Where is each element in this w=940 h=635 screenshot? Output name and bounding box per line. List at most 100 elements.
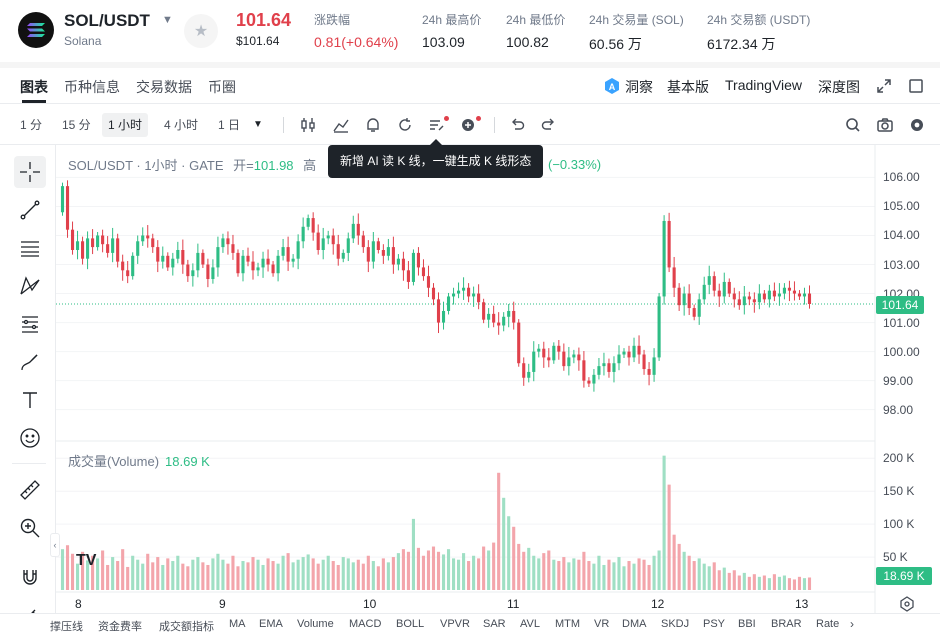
time-axis-label: 8 bbox=[75, 597, 82, 611]
candle-body bbox=[176, 250, 180, 259]
volume-bar bbox=[612, 562, 616, 590]
volume-bar bbox=[216, 553, 220, 590]
indicator-0[interactable]: 撑压线 bbox=[50, 621, 83, 633]
redo-icon[interactable] bbox=[539, 115, 559, 135]
pattern-tool-icon[interactable] bbox=[14, 270, 46, 302]
volume-bar bbox=[707, 566, 711, 590]
volume-bar bbox=[557, 561, 561, 590]
candle-body bbox=[121, 261, 125, 271]
indicators-icon[interactable] bbox=[331, 115, 351, 135]
indicator-5[interactable]: Volume bbox=[297, 618, 334, 630]
tab-depth[interactable]: 深度图 bbox=[818, 79, 860, 95]
emoji-tool-icon[interactable] bbox=[14, 422, 46, 454]
undo-icon[interactable] bbox=[507, 115, 527, 135]
indicator-16[interactable]: BBI bbox=[738, 618, 756, 630]
symbol-dropdown-icon[interactable]: ▼ bbox=[162, 14, 173, 26]
indicator-more-icon[interactable]: › bbox=[850, 617, 854, 631]
interval-dropdown-icon[interactable]: ▼ bbox=[253, 119, 263, 130]
indicator-18[interactable]: Rate bbox=[816, 618, 840, 630]
add-indicator-icon[interactable] bbox=[459, 115, 481, 135]
indicator-13[interactable]: DMA bbox=[622, 618, 647, 630]
candle-body bbox=[366, 247, 370, 262]
volume-bar bbox=[441, 554, 446, 590]
tab-basic[interactable]: 基本版 bbox=[667, 79, 709, 95]
trend-line-tool-icon[interactable] bbox=[14, 194, 46, 226]
tab-insight[interactable]: 洞察 bbox=[625, 79, 653, 95]
collapse-sidebar-icon[interactable]: ‹ bbox=[50, 533, 60, 557]
window-icon[interactable] bbox=[908, 78, 924, 94]
candle-body bbox=[497, 322, 501, 326]
indicator-6[interactable]: MACD bbox=[349, 618, 382, 630]
magnet-tool-icon[interactable] bbox=[14, 562, 46, 594]
tab-chart[interactable]: 图表 bbox=[20, 79, 48, 95]
candle-body bbox=[131, 255, 135, 277]
ticker-header: SOL/USDT ▼ Solana ★ 101.64 $101.64 涨跌幅 0… bbox=[0, 0, 940, 62]
replay-icon[interactable] bbox=[395, 115, 415, 135]
favorite-star-icon[interactable]: ★ bbox=[184, 14, 218, 48]
indicator-8[interactable]: VPVR bbox=[440, 618, 470, 630]
crosshair-tool-icon[interactable] bbox=[14, 156, 46, 188]
tab-coin-info[interactable]: 币种信息 bbox=[64, 79, 120, 95]
ruler-tool-icon[interactable] bbox=[14, 474, 46, 506]
indicator-9[interactable]: SAR bbox=[483, 618, 506, 630]
expand-icon[interactable] bbox=[876, 78, 892, 94]
indicator-2[interactable]: 成交额指标 bbox=[159, 621, 214, 633]
interval-15m[interactable]: 15 分 bbox=[62, 118, 91, 132]
volume-bar bbox=[306, 554, 310, 590]
fib-tool-icon[interactable] bbox=[14, 308, 46, 340]
interval-1m[interactable]: 1 分 bbox=[20, 118, 43, 132]
brush-tool-icon[interactable] bbox=[14, 346, 46, 378]
volume-bar bbox=[722, 567, 726, 590]
indicator-4[interactable]: EMA bbox=[259, 618, 283, 630]
tab-community[interactable]: 币圈 bbox=[208, 79, 236, 95]
symbol-title[interactable]: SOL/USDT bbox=[64, 11, 150, 30]
indicator-7[interactable]: BOLL bbox=[396, 618, 425, 630]
indicator-3[interactable]: MA bbox=[229, 618, 246, 630]
time-axis-settings-icon[interactable] bbox=[899, 596, 915, 612]
coin-name: Solana bbox=[64, 34, 102, 48]
interval-4h[interactable]: 4 小时 bbox=[164, 118, 199, 132]
candle-body bbox=[522, 363, 526, 378]
candle-body bbox=[346, 238, 350, 253]
stat-change: 涨跌幅 0.81(+0.64%) bbox=[314, 11, 398, 50]
indicator-17[interactable]: BRAR bbox=[771, 618, 802, 630]
settings-icon[interactable] bbox=[907, 115, 927, 135]
indicator-12[interactable]: VR bbox=[594, 618, 610, 630]
horizontal-lines-tool-icon[interactable] bbox=[14, 232, 46, 264]
volume-bar bbox=[517, 543, 521, 590]
volume-bar bbox=[532, 555, 536, 590]
zoom-in-tool-icon[interactable] bbox=[14, 512, 46, 544]
search-icon[interactable] bbox=[843, 115, 863, 135]
text-tool-icon[interactable] bbox=[14, 384, 46, 416]
indicator-1[interactable]: 资金费率 bbox=[98, 621, 142, 633]
price-axis-label: 98.00 bbox=[883, 402, 914, 417]
candle-body bbox=[542, 348, 546, 358]
tab-trade-data[interactable]: 交易数据 bbox=[136, 79, 192, 95]
volume-bar bbox=[361, 563, 365, 590]
candle-body bbox=[517, 322, 521, 364]
drawing-tools-sidebar bbox=[0, 145, 56, 635]
indicator-14[interactable]: SKDJ bbox=[661, 618, 690, 630]
indicator-11[interactable]: MTM bbox=[555, 618, 581, 630]
indicator-15[interactable]: PSY bbox=[703, 618, 726, 630]
candle-body bbox=[286, 247, 290, 262]
volume-bar bbox=[226, 563, 230, 590]
candle-body bbox=[717, 290, 721, 297]
candle-body bbox=[677, 287, 681, 306]
insight-icon[interactable]: A bbox=[603, 77, 621, 95]
candle-body bbox=[792, 290, 797, 294]
volume-bar bbox=[106, 564, 110, 590]
candle-body bbox=[592, 374, 596, 384]
tab-tradingview[interactable]: TradingView bbox=[725, 77, 803, 93]
interval-1d[interactable]: 1 日 bbox=[218, 118, 241, 132]
ai-pattern-icon[interactable] bbox=[427, 115, 449, 135]
alert-icon[interactable] bbox=[363, 115, 383, 135]
candle-body bbox=[361, 235, 365, 248]
candle-type-icon[interactable] bbox=[298, 115, 318, 135]
interval-1h[interactable]: 1 小时 bbox=[102, 113, 149, 137]
volume-bar bbox=[241, 561, 245, 590]
camera-icon[interactable] bbox=[875, 115, 895, 135]
candle-body bbox=[627, 351, 631, 358]
indicator-10[interactable]: AVL bbox=[520, 618, 540, 630]
